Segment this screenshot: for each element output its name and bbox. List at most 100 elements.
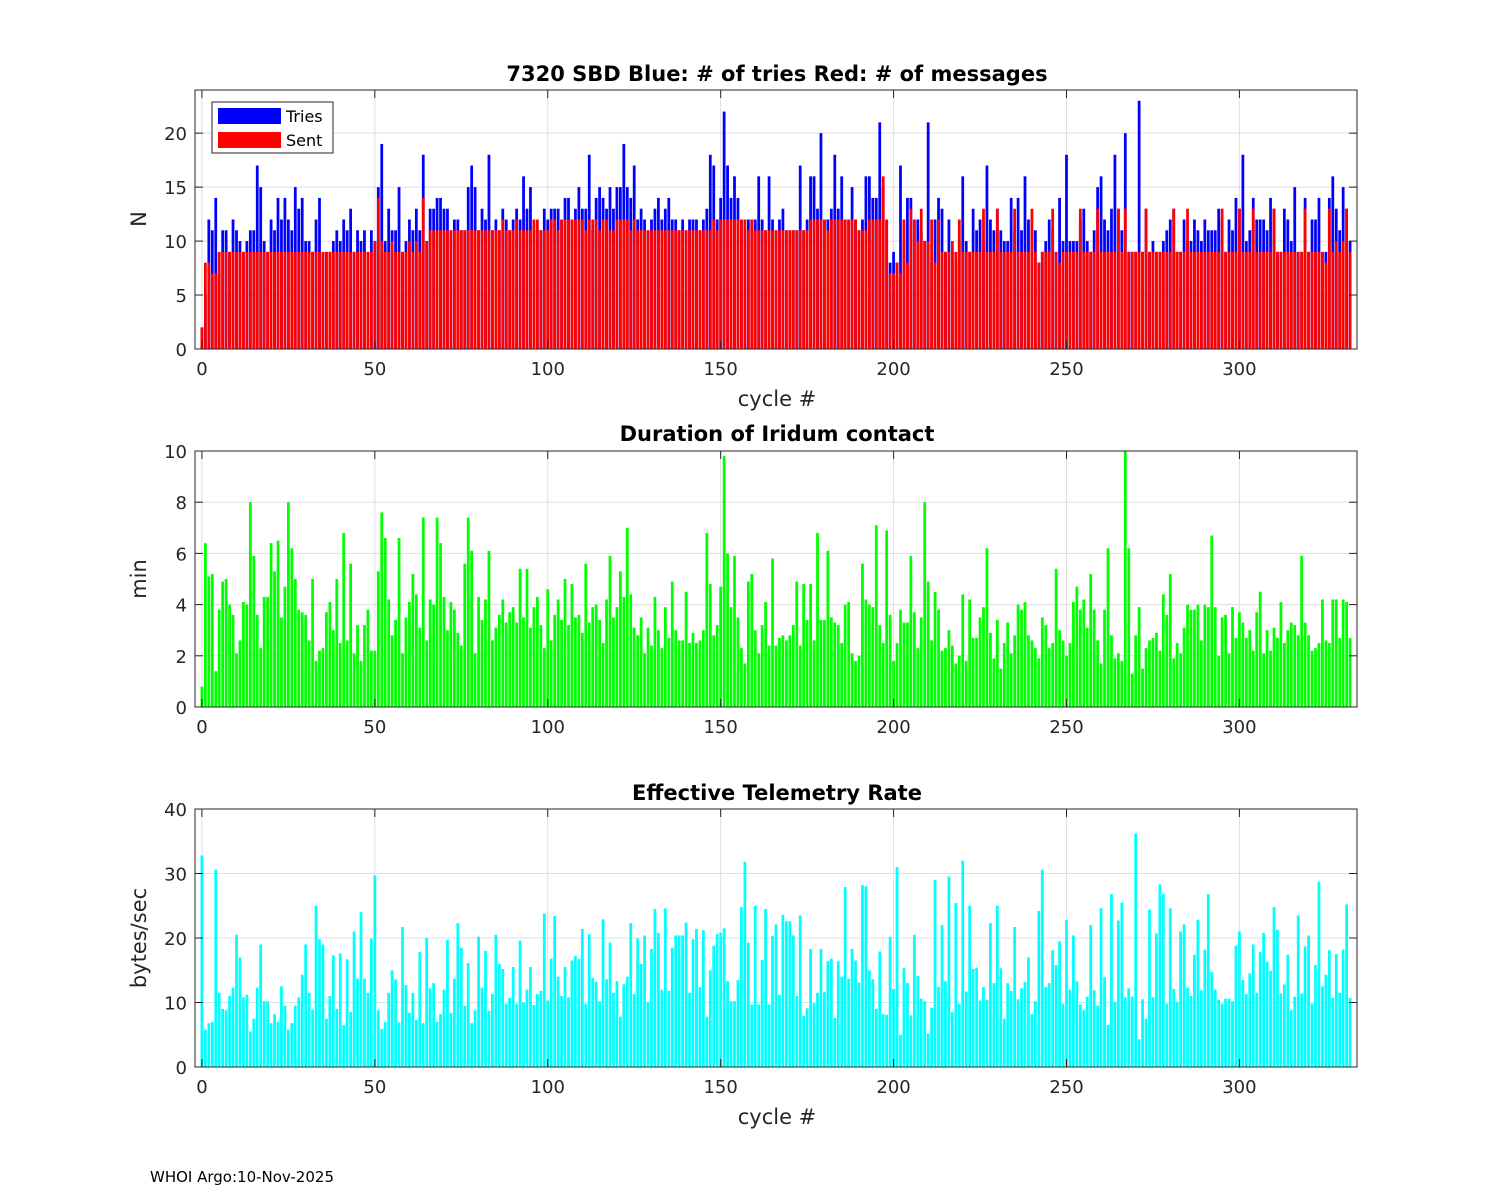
bar-sent <box>1068 251 1072 349</box>
bar-rate <box>466 963 470 1067</box>
x-tick-label: 50 <box>363 717 386 738</box>
bar-sent <box>1033 251 1037 349</box>
bar-duration <box>1279 602 1283 707</box>
bar-rate <box>1213 989 1217 1067</box>
y-tick-label: 0 <box>176 340 187 361</box>
bar-duration <box>397 538 401 707</box>
bar-rate <box>411 992 415 1067</box>
bar-sent <box>957 219 961 349</box>
bar-rate <box>816 992 819 1067</box>
bar-sent <box>1234 251 1238 349</box>
bar-rate <box>231 987 235 1067</box>
bar-sent <box>1345 208 1349 349</box>
bar-sent <box>1144 208 1148 349</box>
bar-rate <box>954 903 958 1067</box>
bar-sent <box>1051 208 1055 349</box>
bar-duration <box>1120 660 1124 707</box>
bar-sent <box>1006 251 1010 349</box>
axes-box <box>194 450 1358 708</box>
bar-sent <box>1082 251 1086 349</box>
bar-duration <box>1085 627 1089 707</box>
bar-rate <box>722 928 726 1067</box>
bar-rate <box>912 934 916 1067</box>
bar-rate <box>276 1021 280 1067</box>
bar-rate <box>549 958 553 1067</box>
bar-rate <box>1155 933 1158 1067</box>
bar-sent <box>200 327 204 349</box>
bar-duration <box>1158 650 1162 707</box>
bar-rate <box>740 907 743 1067</box>
bar-sent <box>774 230 778 349</box>
bar-rate <box>857 982 861 1067</box>
bar-sent <box>726 219 729 349</box>
bar-sent <box>701 230 705 349</box>
bar-sent <box>1023 251 1027 349</box>
bar-sent <box>964 251 968 349</box>
bar-duration <box>390 635 394 707</box>
bar-sent <box>539 230 543 349</box>
bar-sent <box>802 230 806 349</box>
bar-rate <box>1068 989 1072 1067</box>
bar-rate <box>535 994 539 1067</box>
bar-rate <box>404 985 408 1067</box>
bar-duration <box>1289 622 1293 707</box>
bar-sent <box>899 273 902 349</box>
bar-duration <box>508 612 512 707</box>
bar-sent <box>760 230 764 349</box>
bar-duration <box>1040 617 1044 707</box>
bar-rate <box>435 1021 439 1067</box>
bar-sent <box>819 219 823 349</box>
bar-rate <box>823 992 826 1067</box>
bar-sent <box>331 251 335 349</box>
bar-rate <box>750 1004 754 1067</box>
bar-rate <box>950 1012 954 1067</box>
bar-rate <box>892 988 895 1067</box>
bar-rate <box>373 875 377 1067</box>
bar-sent <box>404 251 408 349</box>
bar-sent <box>321 251 325 349</box>
bar-duration <box>200 686 204 707</box>
bar-duration <box>740 648 743 707</box>
bar-sent <box>999 251 1003 349</box>
bar-duration <box>276 540 280 707</box>
bar-duration <box>1272 627 1276 707</box>
bar-duration <box>902 622 906 707</box>
bar-sent <box>1002 251 1006 349</box>
bar-duration <box>452 609 456 707</box>
bar-rate <box>1148 909 1151 1067</box>
bar-sent <box>491 230 494 349</box>
bar-duration <box>224 579 228 707</box>
bar-rate <box>639 963 643 1067</box>
bar-sent <box>1220 208 1224 349</box>
bar-duration <box>335 579 339 707</box>
bar-sent <box>1244 251 1248 349</box>
bar-duration <box>459 645 463 707</box>
bar-sent <box>297 251 301 349</box>
bar-sent <box>1321 251 1324 349</box>
bar-sent <box>290 251 294 349</box>
bar-duration <box>930 640 934 707</box>
bar-duration <box>712 635 716 707</box>
bar-sent <box>1300 251 1304 349</box>
bar-sent <box>912 219 916 349</box>
bar-sent <box>663 230 667 349</box>
bar-sent <box>304 251 308 349</box>
bar-rate <box>982 987 985 1067</box>
bar-rate <box>708 970 712 1067</box>
bar-sent <box>729 219 733 349</box>
bar-sent <box>691 230 695 349</box>
bar-duration <box>567 625 570 707</box>
bar-sent <box>522 230 525 349</box>
bar-duration <box>373 650 377 707</box>
bar-rate <box>1327 950 1331 1067</box>
bar-sent <box>452 230 456 349</box>
bar-rate <box>1127 988 1131 1067</box>
bar-rate <box>1334 954 1338 1067</box>
bar-sent <box>335 251 339 349</box>
bar-duration <box>864 599 868 707</box>
bar-duration <box>280 617 283 707</box>
bar-sent <box>1061 251 1065 349</box>
bar-sent <box>1075 251 1079 349</box>
bar-rate <box>791 935 795 1067</box>
bar-duration <box>283 586 287 707</box>
